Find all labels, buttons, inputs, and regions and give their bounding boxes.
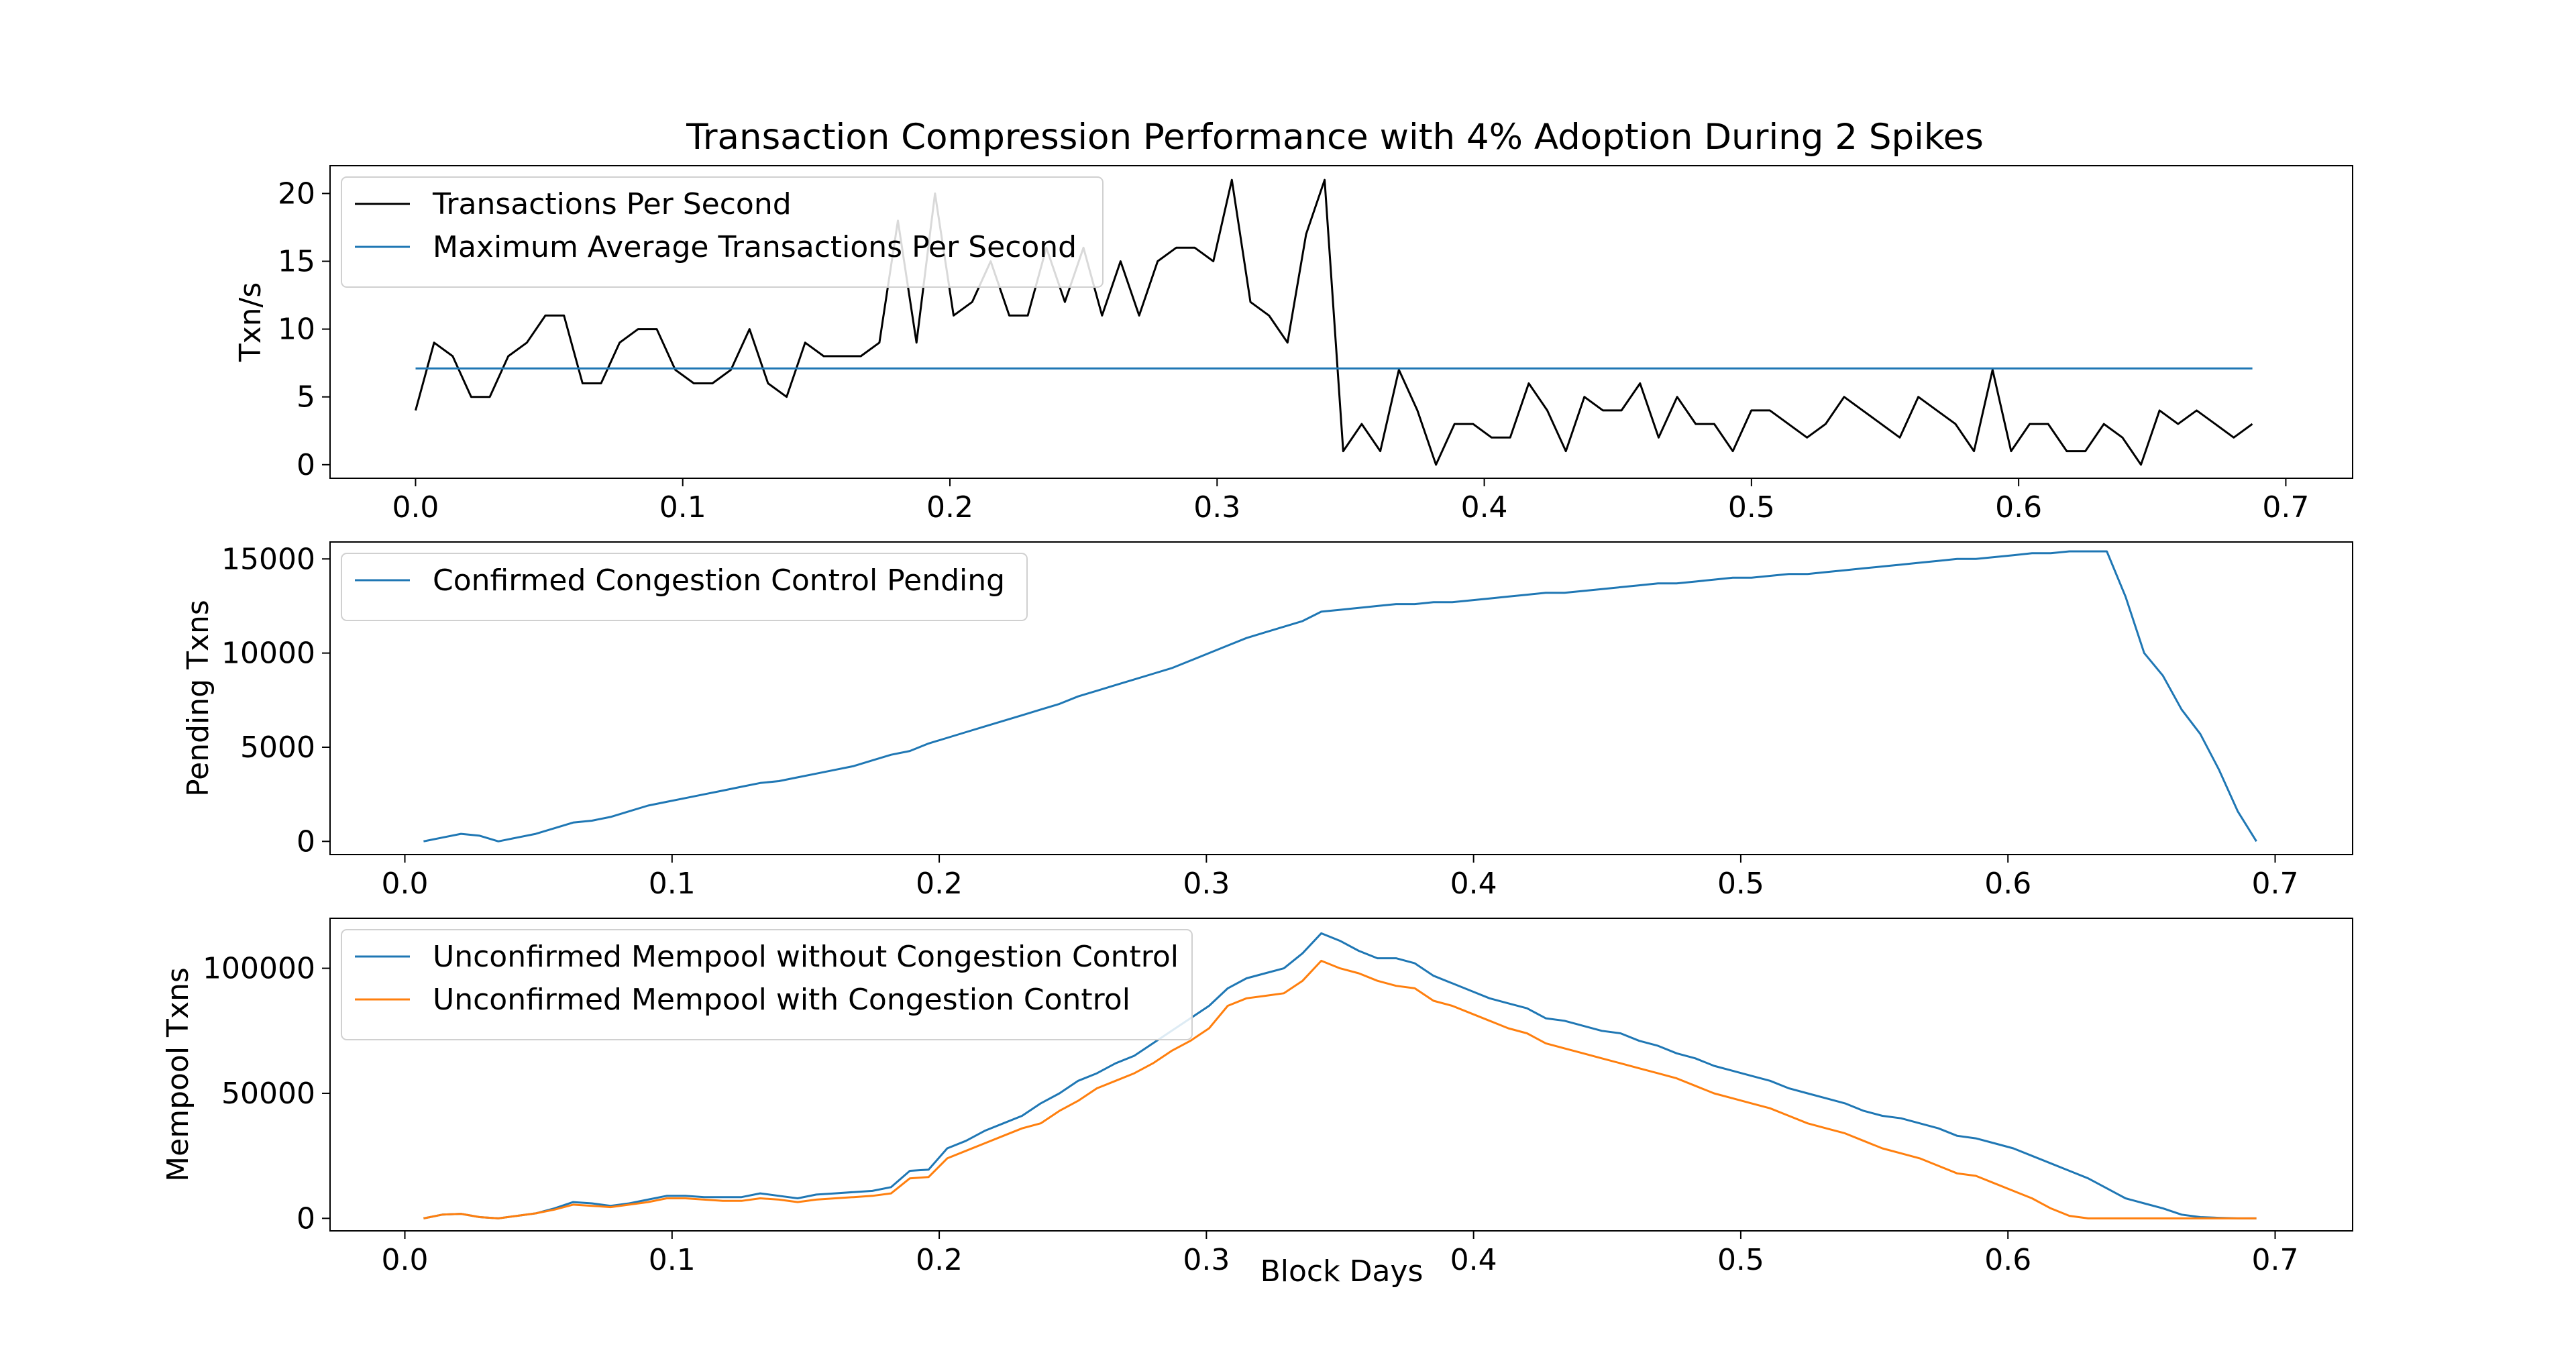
- series-line-unconfirmed-mempool-without-congestion-control: [423, 932, 2257, 1219]
- legend: [341, 553, 1028, 621]
- x-tick-label: 0.0: [382, 1243, 429, 1277]
- x-tick-label: 0.2: [916, 867, 963, 901]
- x-tick-label: 0.3: [1193, 490, 1240, 525]
- x-tick-label: 0.5: [1717, 1243, 1764, 1277]
- legend-label-maximum-average-transactions-per-second: Maximum Average Transactions Per Second: [433, 230, 1077, 264]
- legend-label-unconfirmed-mempool-with-congestion-control: Unconfirmed Mempool with Congestion Cont…: [433, 983, 1130, 1017]
- y-axis-label: Mempool Txns: [161, 967, 195, 1182]
- axes-frame: [329, 918, 2353, 1232]
- y-tick-label: 10: [278, 313, 315, 347]
- x-tick-label: 0.2: [926, 490, 973, 525]
- x-tick-label: 0.4: [1450, 1243, 1497, 1277]
- y-tick-label: 5000: [240, 730, 315, 765]
- x-tick-label: 0.6: [1995, 490, 2042, 525]
- axes-frame: [329, 165, 2353, 479]
- y-tick-label: 15000: [221, 542, 315, 576]
- x-tick-label: 0.0: [382, 867, 429, 901]
- y-tick-label: 10000: [221, 637, 315, 671]
- series-line-confirmed-congestion-control-pending: [423, 550, 2257, 842]
- x-tick-label: 0.6: [1984, 867, 2031, 901]
- legend-label-confirmed-congestion-control-pending: Confirmed Congestion Control Pending: [433, 563, 1005, 598]
- x-tick-label: 0.7: [2252, 1243, 2299, 1277]
- y-tick-label: 0: [297, 1201, 315, 1236]
- x-tick-label: 0.0: [392, 490, 439, 525]
- axes-frame: [329, 541, 2353, 855]
- x-tick-label: 0.1: [659, 490, 706, 525]
- x-tick-label: 0.7: [2262, 490, 2309, 525]
- legend: [341, 929, 1193, 1040]
- x-tick-label: 0.6: [1984, 1243, 2031, 1277]
- x-tick-label: 0.4: [1461, 490, 1508, 525]
- y-tick-label: 50000: [221, 1077, 315, 1111]
- x-tick-label: 0.2: [916, 1243, 963, 1277]
- xlabel-block-days: Block Days: [1260, 1254, 1424, 1289]
- series-line-unconfirmed-mempool-with-congestion-control: [423, 959, 2257, 1219]
- legend-label-unconfirmed-mempool-without-congestion-control: Unconfirmed Mempool without Congestion C…: [433, 940, 1179, 974]
- subplot-mempool-txns: 0.0 0.1 0.2 0.3 0.4 0.5 0.6 0.7 0 50000 100000Memp…: [161, 918, 2353, 1277]
- y-tick-label: 15: [278, 245, 315, 279]
- y-tick-label: 20: [278, 176, 315, 211]
- x-tick-label: 0.5: [1717, 867, 1764, 901]
- x-tick-label: 0.1: [649, 1243, 696, 1277]
- series-line-transactions-per-second: [415, 178, 2253, 466]
- legend: [341, 176, 1104, 288]
- x-tick-label: 0.7: [2252, 867, 2299, 901]
- x-tick-label: 0.1: [649, 867, 696, 901]
- chart-title: Transaction Compression Performance with…: [686, 117, 1984, 158]
- legend-label-transactions-per-second: Transactions Per Second: [432, 187, 792, 221]
- y-tick-label: 0: [297, 448, 315, 482]
- y-axis-label: Pending Txns: [181, 600, 215, 797]
- x-tick-label: 0.3: [1183, 867, 1230, 901]
- subplot-pending-txns: 0.0 0.1 0.2 0.3 0.4 0.5 0.6 0.7 0 5000 10000 15000P…: [181, 541, 2353, 901]
- subplot-txn-per-second: 0.0 0.1 0.2 0.3 0.4 0.5 0.6 0.7 0 5 10 15 20 Txn/s Tra…: [233, 165, 2353, 525]
- x-tick-label: 0.3: [1183, 1243, 1230, 1277]
- x-tick-label: 0.5: [1728, 490, 1775, 525]
- y-tick-label: 5: [297, 380, 315, 415]
- y-axis-label: Txn/s: [233, 282, 268, 363]
- y-tick-label: 100000: [203, 952, 315, 986]
- x-tick-label: 0.4: [1450, 867, 1497, 901]
- y-tick-label: 0: [297, 824, 315, 859]
